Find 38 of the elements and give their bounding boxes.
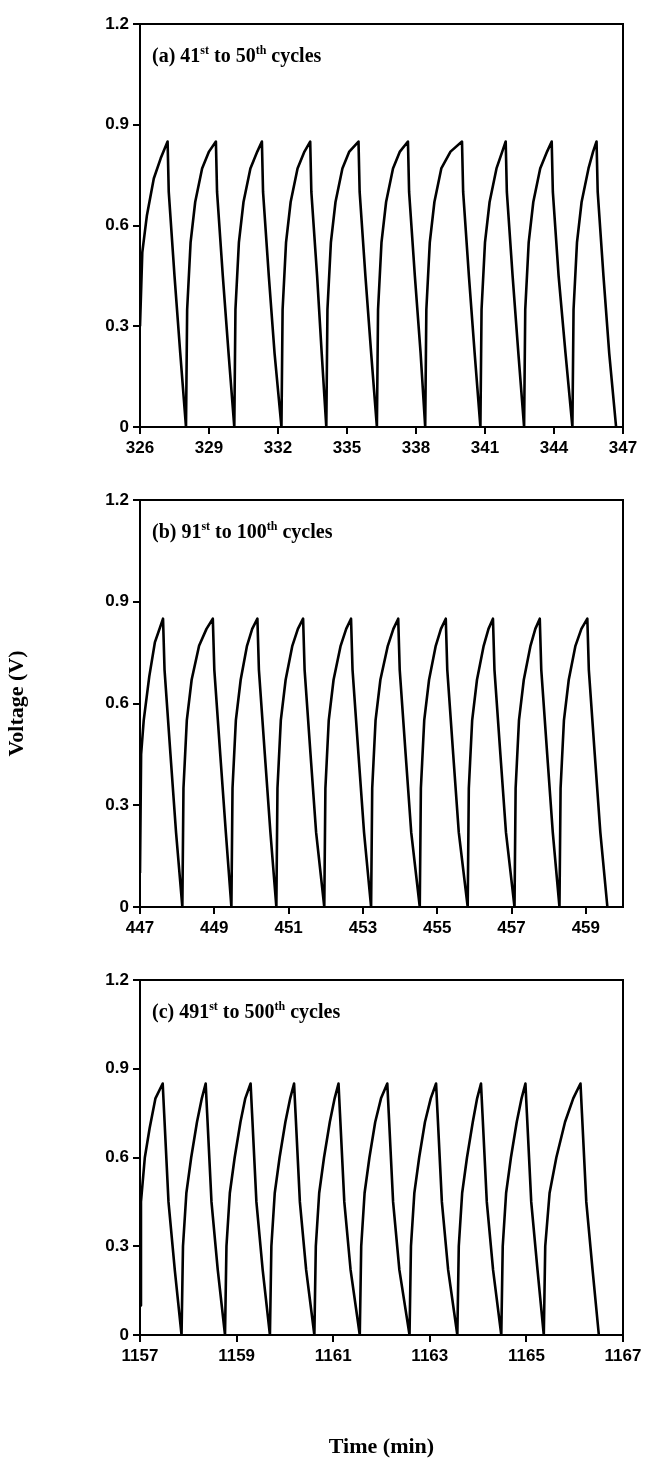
y-tick-label: 0.9 (105, 114, 129, 134)
x-tick-label: 455 (423, 917, 452, 937)
x-tick-label: 341 (470, 437, 500, 457)
x-tick-label: 1163 (411, 1345, 449, 1365)
y-axis-title: Voltage (V) (2, 650, 28, 757)
x-axis-title: Time (min) (328, 1433, 435, 1459)
y-tick-label: 0.3 (105, 794, 129, 814)
x-tick-label: 451 (274, 917, 303, 937)
x-tick-label: 1159 (218, 1345, 256, 1365)
y-tick-label: 0 (119, 416, 129, 436)
y-tick-label: 1.2 (105, 969, 129, 989)
y-tick-label: 0.3 (105, 315, 129, 335)
x-tick-label: 335 (332, 437, 362, 457)
x-tick-label: 1161 (314, 1345, 352, 1365)
x-tick-label: 332 (263, 437, 293, 457)
x-tick-label: 1165 (507, 1345, 545, 1365)
y-tick-label: 0 (119, 896, 129, 916)
y-tick-label: 0.6 (105, 693, 129, 713)
y-tick-label: 0 (119, 1324, 129, 1344)
y-tick-label: 1.2 (105, 489, 129, 509)
x-tick-label: 326 (125, 437, 155, 457)
y-tick-label: 1.2 (105, 13, 129, 33)
x-tick-label: 344 (539, 437, 569, 457)
x-tick-label: 453 (348, 917, 378, 937)
y-tick-label: 0.9 (105, 591, 129, 611)
x-tick-label: 329 (194, 437, 224, 457)
y-tick-label: 0.3 (105, 1235, 129, 1255)
x-tick-label: 347 (608, 437, 638, 457)
x-tick-label: 449 (200, 917, 229, 937)
y-tick-label: 0.6 (105, 215, 129, 235)
y-tick-label: 0.6 (105, 1147, 129, 1167)
x-tick-label: 459 (571, 917, 601, 937)
x-tick-label: 338 (401, 437, 431, 457)
x-tick-label: 1157 (121, 1345, 159, 1365)
x-tick-label: 1167 (604, 1345, 642, 1365)
x-tick-label: 457 (497, 917, 526, 937)
y-tick-label: 0.9 (105, 1058, 129, 1078)
x-tick-label: 447 (125, 917, 155, 937)
